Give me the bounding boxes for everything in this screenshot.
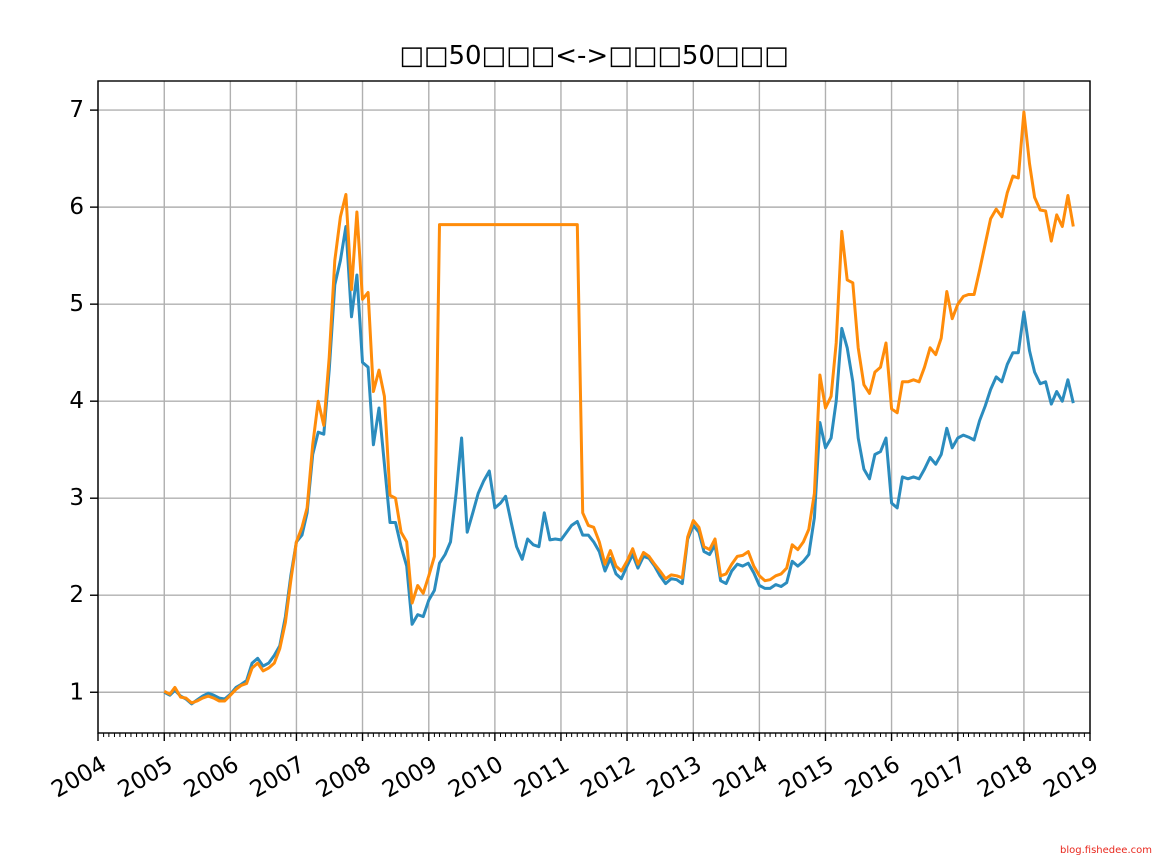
series-line-1 (163, 225, 1075, 706)
series-line-2 (163, 110, 1075, 705)
y-tick-label: 2 (69, 582, 84, 608)
series-layer (163, 110, 1075, 706)
grid (97, 81, 1091, 733)
y-tick-label: 3 (69, 485, 84, 511)
chart-title: □□50□□□<->□□□50□□□ (399, 41, 788, 71)
y-tick-label: 7 (69, 97, 84, 123)
y-tick-label: 5 (69, 291, 84, 317)
watermark: blog.fishedee.com (1060, 845, 1152, 856)
y-tick-label: 6 (69, 194, 84, 220)
plot-frame (97, 80, 1091, 734)
y-tick-label: 1 (69, 679, 84, 705)
y-tick-label: 4 (69, 388, 84, 414)
